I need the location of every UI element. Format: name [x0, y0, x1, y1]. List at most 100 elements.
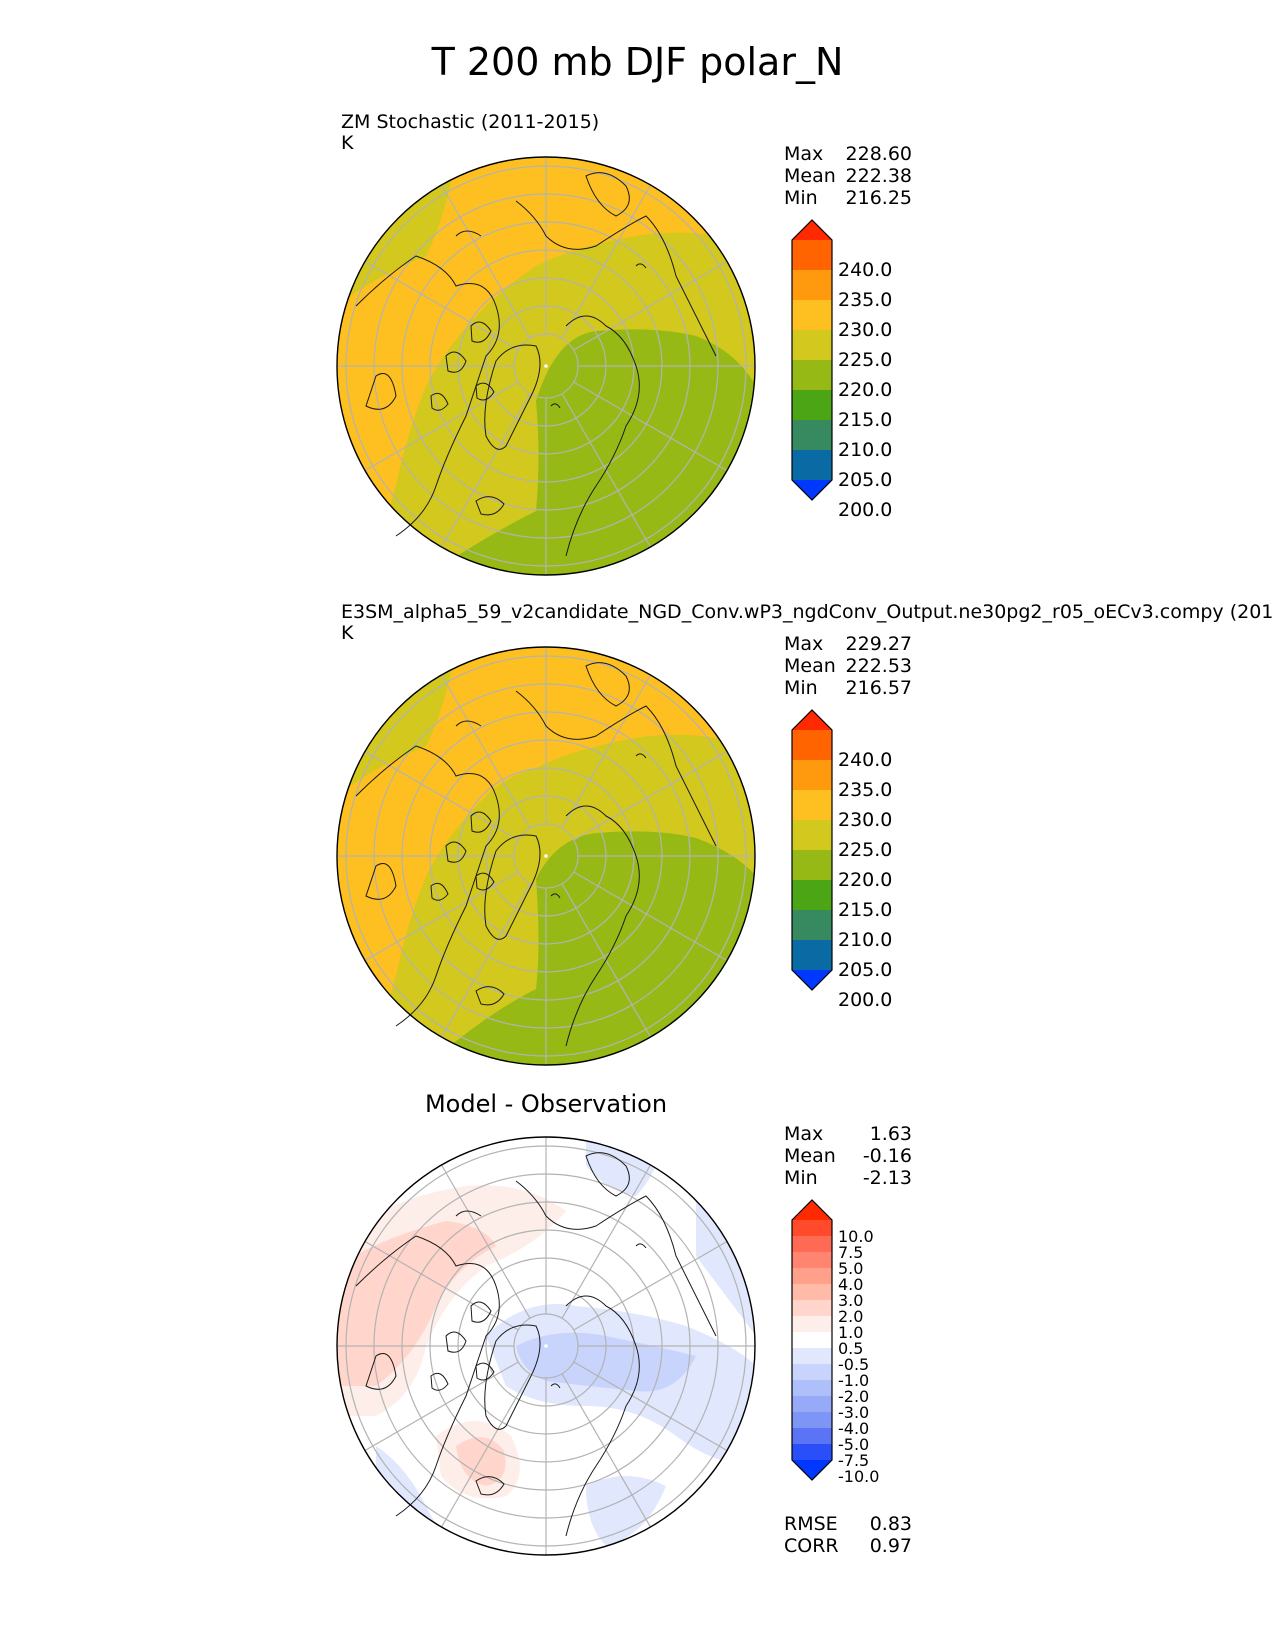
coastline: [475, 986, 505, 1006]
coastline: [455, 230, 647, 409]
filled-contour: [516, 1332, 696, 1392]
panel-title: E3SM_alpha5_59_v2candidate_NGD_Conv.wP3_…: [341, 601, 1275, 623]
colorbar-tick-label: 5.0: [838, 1259, 863, 1278]
meridian-line: [440, 674, 531, 829]
colorbar-tick-label: 7.5: [838, 1243, 863, 1262]
panel-units: K: [341, 132, 354, 154]
meridian-line: [440, 184, 531, 339]
metrics-box: RMSE 0.83 CORR 0.97: [784, 1513, 912, 1557]
colorbar-extend-min: [792, 970, 832, 990]
colorbar-tick-label: 240.0: [838, 749, 892, 771]
colorbar-tick-label: -0.5: [838, 1355, 869, 1374]
meridian-line: [561, 674, 652, 829]
colorbar-tick-label: 230.0: [838, 319, 892, 341]
colorbar-segment: [792, 940, 832, 971]
colorbar-segment: [792, 880, 832, 911]
meridian-line: [440, 883, 531, 1038]
colorbar-tick-label: 2.0: [838, 1307, 863, 1326]
colorbar-extend-min: [792, 480, 832, 500]
meridian-line: [364, 381, 519, 472]
colorbar-segment: [792, 1428, 832, 1445]
colorbar-tick-label: -1.0: [838, 1371, 869, 1390]
meridian-line: [440, 1164, 531, 1319]
meridian-line: [364, 750, 519, 841]
colorbar-segment: [792, 730, 832, 761]
colorbar-tick-label: 215.0: [838, 899, 892, 921]
coastlines: [355, 1152, 717, 1537]
meridian-line: [561, 184, 652, 339]
colorbar-segment: [792, 1220, 832, 1237]
filled-contour: [337, 157, 755, 486]
coastline: [430, 811, 495, 901]
meridian-line: [573, 260, 728, 351]
meridian-line: [573, 750, 728, 841]
stat-max: Max 229.27: [784, 633, 912, 655]
coastline: [515, 1180, 717, 1537]
coastlines: [355, 662, 717, 1047]
colorbar-tick-label: 210.0: [838, 929, 892, 951]
colorbar-outline: [791, 1199, 833, 1481]
panel-reference: E3SM_alpha5_59_v2candidate_NGD_Conv.wP3_…: [0, 600, 1275, 1090]
meridian-line: [364, 871, 519, 962]
coastline: [484, 344, 541, 450]
colorbar-segment: [792, 360, 832, 391]
coastline: [355, 255, 500, 537]
coastline: [515, 200, 717, 557]
filled-contour: [426, 831, 755, 1065]
colorbar-tick-label: -7.5: [838, 1451, 869, 1470]
colorbar-extend-max: [792, 220, 832, 240]
filled-contour: [337, 486, 396, 575]
graticule: [337, 647, 755, 1065]
colorbar-tick-label: 205.0: [838, 959, 892, 981]
colorbar-tick-label: -5.0: [838, 1435, 869, 1454]
coastline: [585, 1152, 630, 1197]
colorbar-tick-label: 3.0: [838, 1291, 863, 1310]
colorbar-segment: [792, 240, 832, 271]
stats-box: Max 228.60 Mean 222.38 Min 216.25: [784, 143, 912, 209]
meridian-line: [573, 871, 728, 962]
colorbar: 240.0 235.0 230.0 225.0 220.0 215.0 210.0 205.0…: [791, 709, 892, 1008]
colorbar-tick-label: 210.0: [838, 439, 892, 461]
colorbar-segment: [792, 1252, 832, 1269]
colorbar-segment: [792, 1236, 832, 1253]
filled-contour: [337, 976, 396, 1065]
colorbar-tick-label: 205.0: [838, 469, 892, 491]
colorbar-tick-label: 200.0: [838, 499, 892, 518]
meridian-line: [440, 1373, 531, 1528]
graticule: [337, 157, 755, 575]
colorbar: 10.07.55.04.03.02.01.00.5-0.5-1.0-2.0-3.…: [791, 1199, 879, 1486]
filled-contour: [337, 647, 755, 976]
colorbar-tick-label: 240.0: [838, 259, 892, 281]
polar-map: [336, 156, 756, 576]
pole-marker: [544, 854, 548, 858]
stats-box: Max 1.63 Mean -0.16 Min -2.13: [784, 1123, 912, 1189]
colorbar-tick-label: 225.0: [838, 839, 892, 861]
pole-marker: [544, 1344, 548, 1348]
stat-mean: Mean 222.53: [784, 655, 912, 677]
colorbar-segment: [792, 1268, 832, 1285]
coastline: [355, 1235, 500, 1517]
stat-min: Min 216.25: [784, 187, 912, 209]
colorbar-segment: [792, 820, 832, 851]
colorbar-segment: [792, 330, 832, 361]
colorbar-tick-label: 230.0: [838, 809, 892, 831]
colorbar-extend-max: [792, 710, 832, 730]
metric-corr: CORR 0.97: [784, 1535, 912, 1557]
stat-mean: Mean 222.38: [784, 165, 912, 187]
meridian-line: [573, 381, 728, 472]
colorbar-segment: [792, 1396, 832, 1413]
colorbar-segment: [792, 1332, 832, 1349]
colorbar-segment: [792, 1364, 832, 1381]
colorbar-tick-label: 10.0: [838, 1227, 874, 1246]
coastline: [455, 720, 647, 899]
colorbar-tick-label: 1.0: [838, 1323, 863, 1342]
figure-title: T 200 mb DJF polar_N: [431, 40, 844, 84]
coastline: [484, 834, 541, 940]
coastline: [484, 1324, 541, 1430]
coastline: [585, 172, 630, 217]
colorbar-segment: [792, 850, 832, 881]
colorbar-segment: [792, 1412, 832, 1429]
colorbar-extend-min: [792, 1460, 832, 1480]
panel-units: K: [341, 622, 354, 644]
map-boundary: [336, 646, 756, 1066]
